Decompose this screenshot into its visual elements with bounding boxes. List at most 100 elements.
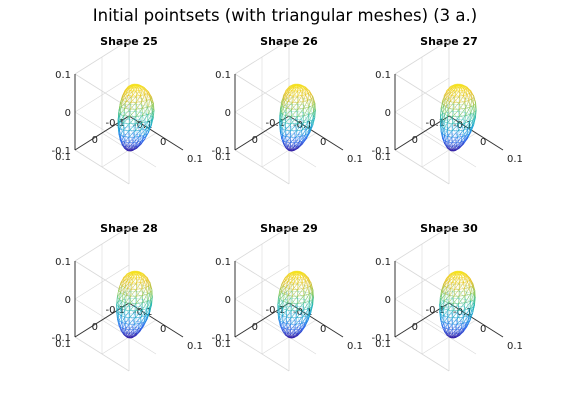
mesh-edge: [278, 301, 284, 307]
mesh-edge: [125, 98, 131, 105]
mesh-edge: [142, 279, 148, 282]
mesh-edge: [150, 115, 152, 126]
mesh-edge: [123, 108, 131, 116]
mesh-edge: [120, 135, 124, 137]
mesh-edge: [447, 137, 453, 143]
mesh-edge: [141, 85, 144, 90]
mesh-edge: [127, 85, 132, 88]
mesh-edge: [129, 296, 131, 304]
mesh-edge: [279, 320, 284, 323]
mesh-edge: [447, 136, 452, 138]
mesh-edge: [119, 138, 123, 143]
mesh-edge: [287, 272, 291, 277]
mesh-edge: [292, 282, 299, 290]
mesh-edge: [294, 83, 298, 85]
mesh-edge: [449, 101, 455, 103]
mesh-edge: [128, 84, 132, 87]
mesh-edge: [123, 293, 127, 296]
mesh-edge: [467, 89, 471, 94]
mesh-edge: [463, 95, 466, 102]
mesh-edge: [296, 84, 302, 86]
mesh-edge: [449, 91, 455, 93]
mesh-edge: [285, 282, 291, 288]
mesh-edge: [120, 278, 124, 283]
mesh-edge: [463, 119, 468, 129]
mesh-edge: [120, 315, 123, 323]
mesh-edge: [131, 278, 137, 285]
mesh-edge: [282, 93, 286, 100]
mesh-edge: [120, 99, 123, 107]
mesh-edge: [465, 88, 470, 94]
mesh-edge: [136, 101, 142, 110]
mesh-edge: [283, 286, 287, 293]
mesh-edge: [126, 272, 129, 275]
mesh-edge: [281, 114, 283, 122]
mesh-edge: [298, 136, 301, 143]
mesh-edge: [119, 128, 122, 131]
mesh-edge: [141, 89, 145, 95]
mesh-edge: [449, 84, 454, 88]
mesh-edge: [293, 141, 300, 148]
mesh-edge: [280, 292, 285, 295]
mesh-edge: [285, 299, 291, 307]
mesh-edge: [119, 322, 122, 327]
mesh-edge: [440, 125, 442, 131]
mesh-edge: [150, 115, 154, 118]
mesh-edge: [296, 302, 305, 311]
mesh-edge: [288, 145, 290, 149]
mesh-edge: [301, 135, 304, 143]
mesh-edge: [119, 115, 125, 122]
mesh-edge: [298, 135, 306, 143]
mesh-edge: [123, 276, 126, 281]
mesh-edge: [133, 324, 135, 330]
mesh-edge: [119, 308, 121, 316]
mesh-edge: [285, 328, 289, 333]
mesh-edge: [125, 273, 128, 277]
mesh-edge: [307, 287, 310, 295]
mesh-edge: [297, 298, 304, 308]
mesh-edge: [285, 142, 288, 147]
mesh-edge: [128, 87, 133, 89]
mesh-edge: [458, 122, 465, 125]
mesh-edge: [295, 313, 302, 315]
mesh-edge: [463, 94, 468, 96]
mesh-edge: [122, 323, 126, 329]
mesh-edge: [446, 140, 450, 142]
mesh-edge: [453, 296, 455, 304]
mesh-edge: [302, 112, 308, 122]
x-tick-label: 0.1: [187, 154, 203, 165]
mesh-edge: [119, 322, 122, 325]
mesh-edge: [281, 138, 284, 143]
mesh-edge: [451, 84, 455, 87]
mesh-edge: [458, 129, 464, 132]
mesh-edge: [302, 135, 306, 138]
mesh-edge: [456, 133, 460, 141]
mesh-edge: [125, 145, 127, 147]
mesh-edge: [283, 93, 286, 96]
mesh-edge: [284, 94, 288, 101]
mesh-edge: [445, 140, 449, 143]
mesh-edge: [124, 88, 127, 91]
mesh-edge: [128, 277, 132, 283]
mesh-edge: [277, 311, 280, 318]
mesh-edge: [301, 121, 309, 131]
mesh-edge: [445, 141, 451, 146]
mesh-edge: [459, 95, 464, 97]
mesh-edge: [442, 113, 448, 121]
mesh-edge: [305, 317, 309, 326]
mesh-edge: [123, 115, 130, 117]
mesh-edge: [141, 288, 143, 296]
mesh-edge: [463, 128, 469, 131]
mesh-edge: [285, 136, 291, 138]
mesh-edge: [305, 94, 308, 101]
mesh-edge: [121, 309, 126, 316]
mesh-edge: [147, 93, 151, 100]
mesh-edge: [136, 91, 142, 93]
mesh-edge: [440, 106, 444, 109]
mesh-edge: [457, 136, 463, 138]
mesh-edge: [284, 288, 290, 295]
subplot-shape-30: Shape 300.10-0.10.10-0.1 -0.100.1: [371, 222, 523, 372]
mesh-edge: [289, 90, 293, 96]
mesh-edge: [138, 85, 142, 87]
mesh-edge: [149, 115, 152, 124]
